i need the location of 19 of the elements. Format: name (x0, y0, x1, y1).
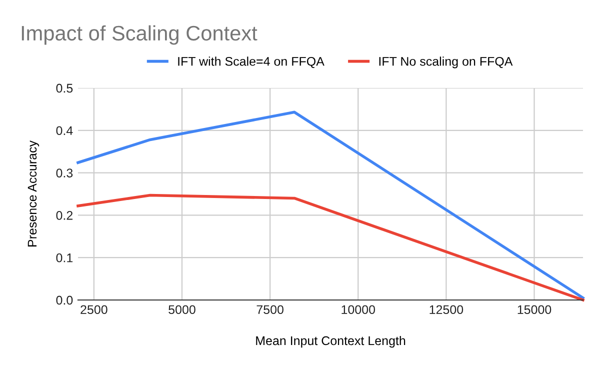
y-tick-label: 0.3 (56, 168, 73, 178)
y-tick-label: 0.0 (56, 296, 73, 305)
y-tick-label: 0.4 (56, 126, 73, 136)
x-tick-label: 12500 (430, 305, 464, 314)
y-tick-label: 0.1 (56, 253, 73, 262)
x-tick-label: 15000 (518, 305, 552, 314)
x-tick-label: 5000 (168, 305, 196, 314)
y-axis-title: Presence Accuracy (28, 140, 40, 246)
legend-label: IFT No scaling on FFQA (379, 56, 513, 68)
y-tick-label: 0.2 (56, 211, 73, 220)
x-tick-label: 7500 (256, 305, 284, 314)
line-series (76, 194, 584, 302)
legend-label: IFT with Scale=4 on FFQA (178, 56, 324, 68)
x-tick-label: 10000 (342, 305, 376, 314)
x-tick-label: 2500 (80, 305, 108, 314)
x-axis-title: Mean Input Context Length (256, 336, 406, 348)
y-tick-label: 0.5 (56, 84, 73, 93)
line-series (76, 110, 584, 300)
chart-title: Impact of Scaling Context (22, 25, 258, 45)
